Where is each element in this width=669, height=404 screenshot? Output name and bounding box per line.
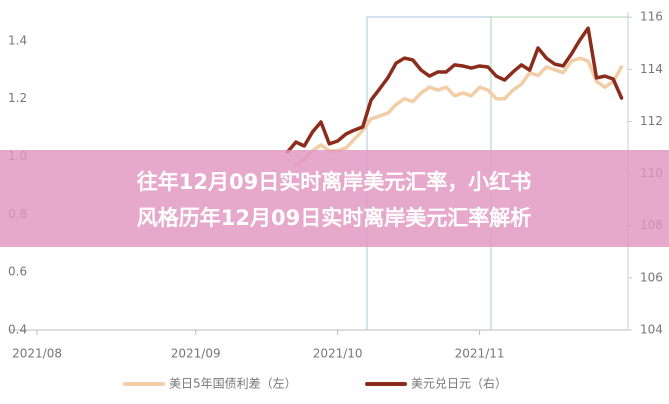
legend-label: 美日5年国债利差（左） [169,376,297,391]
y2-tick-label: 112 [640,114,663,128]
y2-tick-label: 114 [640,62,663,76]
y2-tick-label: 104 [640,323,663,337]
x-tick-label: 2021/08 [12,347,62,361]
x-tick-label: 2021/11 [455,347,505,361]
x-tick-label: 2021/09 [171,347,221,361]
series-line [294,56,624,167]
x-tick-label: 2021/10 [313,347,363,361]
y-tick-label: 0.4 [8,323,27,337]
title-line: 往年12月09日实时离岸美元汇率，小红书 [137,170,531,194]
legend-label: 美元兑日元（右） [411,376,507,391]
y2-tick-label: 116 [640,10,663,24]
title-banner [0,150,669,247]
title-line: 风格历年12月09日实时离岸美元汇率解析 [137,206,531,230]
y-tick-label: 0.6 [8,265,27,279]
y-tick-label: 1.4 [8,33,27,47]
y2-tick-label: 106 [640,270,663,284]
series-line [285,26,624,154]
y-tick-label: 1.2 [8,91,27,105]
